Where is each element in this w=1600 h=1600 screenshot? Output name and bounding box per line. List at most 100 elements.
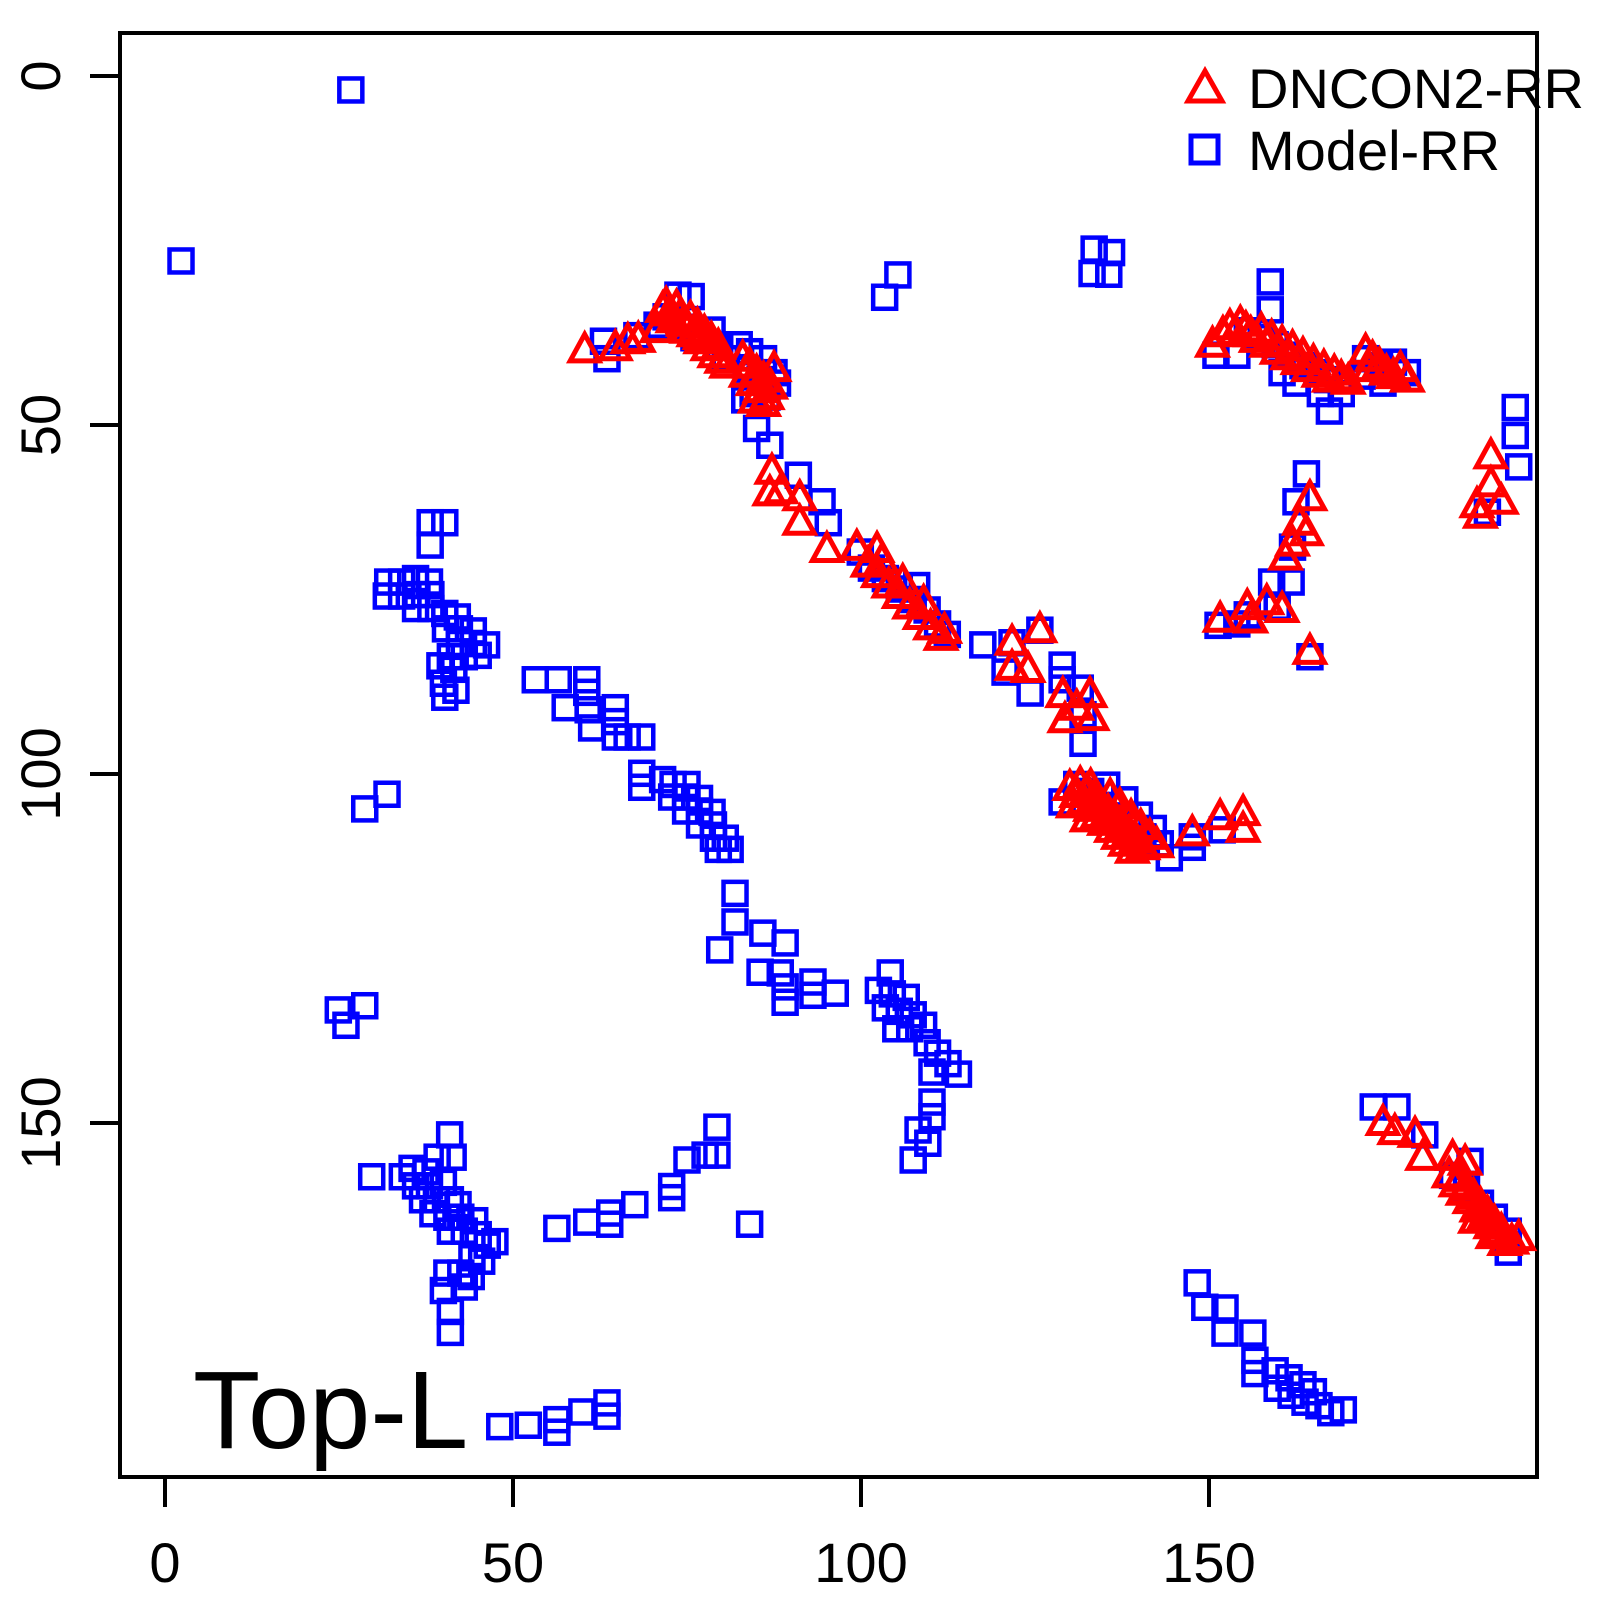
- dncon2-rr-point: [1482, 480, 1521, 515]
- legend: DNCON2-RR Model-RR: [1183, 57, 1584, 182]
- dncon2-rr-point: [699, 325, 738, 360]
- dncon2-rr-point: [1058, 686, 1096, 721]
- model-rr-point: [1261, 1357, 1289, 1385]
- legend-label-dncon2-rr: DNCON2-RR: [1248, 57, 1584, 120]
- model-rr-point: [613, 723, 641, 751]
- model-rr-point: [401, 594, 430, 623]
- dncon2-rr-point: [1291, 630, 1329, 665]
- dncon2-rr-point: [1350, 347, 1388, 383]
- model-rr-point: [621, 1190, 649, 1219]
- model-rr-point: [673, 1146, 701, 1174]
- y-tick-label: 150: [9, 1076, 72, 1169]
- model-rr-point: [766, 959, 795, 987]
- model-rr-point: [1078, 259, 1106, 288]
- model-rr-point: [870, 283, 899, 312]
- dncon2-rr-point: [1263, 588, 1301, 623]
- model-rr-point: [716, 835, 744, 864]
- dncon2-rr-point: [1322, 357, 1360, 392]
- dncon2-rr-point: [1201, 598, 1239, 633]
- dncon2-rr-point: [565, 329, 604, 364]
- y-tick-label: 100: [9, 727, 72, 820]
- model-rr-point: [657, 1172, 686, 1201]
- model-rr-point: [914, 1129, 942, 1157]
- model-rr-point: [1048, 666, 1076, 694]
- dncon2-rr-point: [1224, 791, 1262, 827]
- model-rr-point: [1315, 397, 1344, 425]
- model-rr-point: [337, 76, 365, 104]
- square-open-icon: [1188, 133, 1221, 166]
- x-axis-ticks: 0 50 100 150: [149, 1477, 1256, 1594]
- model-rr-point: [721, 879, 749, 908]
- model-rr-point: [595, 1210, 624, 1238]
- model-rr-point: [543, 1418, 571, 1446]
- dncon2-rr-point: [1287, 511, 1326, 547]
- model-rr-point: [431, 508, 459, 537]
- model-rr-point: [514, 1411, 543, 1439]
- model-rr-point: [1263, 1374, 1291, 1402]
- dncon2-rr-point: [762, 470, 800, 505]
- y-axis-ticks: 0 50 100 150: [9, 60, 120, 1170]
- model-rr-point: [721, 908, 749, 936]
- model-rr-point: [431, 683, 459, 711]
- model-rr-point: [464, 641, 492, 670]
- dncon2-rr-point: [1138, 823, 1176, 859]
- dncon2-rr-point: [863, 539, 901, 575]
- model-rr-point: [445, 615, 474, 643]
- dncon2-rr-point: [1315, 351, 1353, 386]
- dncon2-rr-point: [1009, 648, 1047, 683]
- data-points-dncon2-rr: [565, 283, 1538, 1257]
- model-rr-point: [398, 1154, 426, 1183]
- dncon2-rr-point: [904, 581, 943, 616]
- model-rr-point: [403, 580, 431, 609]
- model-rr-point: [601, 693, 630, 722]
- dncon2-rr-point: [1173, 812, 1212, 847]
- dncon2-rr-point: [925, 609, 964, 644]
- model-rr-point: [351, 991, 379, 1020]
- x-tick-label: 50: [482, 1531, 544, 1594]
- model-rr-point: [167, 247, 195, 275]
- model-rr-point: [864, 976, 893, 1005]
- model-rr-point: [918, 1058, 946, 1086]
- model-rr-point: [401, 1172, 430, 1200]
- x-tick-label: 150: [1162, 1531, 1255, 1594]
- dncon2-rr-point: [1073, 696, 1111, 732]
- model-rr-point: [1256, 268, 1284, 296]
- model-rr-point: [436, 1217, 465, 1245]
- model-rr-point: [544, 666, 572, 694]
- model-rr-point: [671, 783, 700, 811]
- model-rr-point: [450, 1273, 479, 1301]
- model-rr-point: [415, 1172, 444, 1200]
- model-rr-point: [429, 1168, 458, 1197]
- dncon2-rr-point: [1376, 1110, 1414, 1146]
- model-rr-point: [1191, 1293, 1219, 1322]
- dncon2-rr-point: [1224, 808, 1262, 843]
- model-rr-point: [1095, 260, 1123, 288]
- dncon2-rr-point: [1248, 581, 1286, 616]
- model-rr-point: [944, 1060, 973, 1088]
- dncon2-rr-point: [1266, 536, 1305, 571]
- dncon2-rr-point: [884, 560, 922, 596]
- x-tick-label: 100: [814, 1531, 907, 1594]
- dncon2-rr-point: [736, 379, 774, 414]
- model-rr-point: [417, 580, 445, 609]
- model-rr-point: [746, 958, 774, 986]
- model-rr-point: [373, 568, 402, 596]
- model-rr-point: [771, 929, 799, 957]
- dncon2-rr-point: [838, 526, 876, 561]
- model-rr-point: [657, 783, 686, 811]
- legend-label-model-rr: Model-RR: [1248, 119, 1500, 182]
- model-rr-point: [735, 1210, 764, 1238]
- model-rr-point: [436, 1318, 465, 1347]
- model-rr-point: [373, 780, 401, 808]
- model-rr-point: [969, 631, 997, 659]
- model-rr-point: [351, 795, 379, 823]
- annotation-top-l: Top-L: [193, 1349, 468, 1472]
- model-rr-point: [417, 594, 445, 623]
- model-rr-point: [419, 1199, 447, 1228]
- dncon2-rr-point: [755, 347, 793, 383]
- dncon2-rr-point: [1388, 358, 1427, 393]
- model-rr-point: [771, 973, 799, 1001]
- model-rr-point: [821, 979, 849, 1007]
- dncon2-rr-point: [744, 382, 783, 418]
